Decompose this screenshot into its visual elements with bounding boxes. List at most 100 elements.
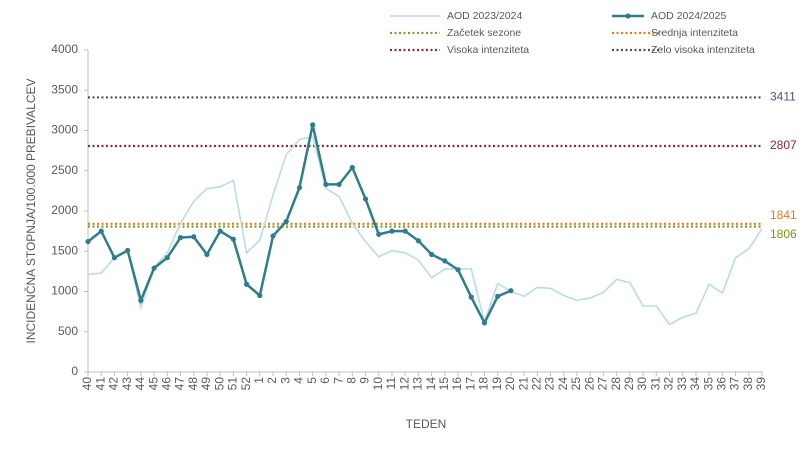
series-marker	[283, 218, 289, 225]
x-tick-label: 6	[318, 377, 332, 384]
legend-label: Zelo visoka intenziteta	[651, 44, 755, 56]
x-tick-label: 46	[159, 377, 173, 391]
x-tick-label: 19	[490, 377, 504, 391]
series-marker	[442, 258, 448, 264]
x-tick-label: 36	[715, 377, 729, 391]
series-marker	[177, 234, 184, 241]
x-tick-label: 9	[358, 377, 372, 384]
x-tick-label: 51	[226, 377, 240, 391]
x-tick-label: 33	[675, 377, 689, 391]
legend-label: AOD 2024/2025	[651, 10, 726, 22]
legend-label: AOD 2023/2024	[447, 10, 522, 22]
x-tick-label: 23	[543, 377, 557, 391]
x-tick-label: 28	[609, 377, 623, 391]
threshold-label: 1841	[770, 208, 797, 222]
x-tick-label: 8	[344, 377, 358, 384]
x-tick-label: 30	[635, 377, 649, 391]
series-marker	[481, 320, 488, 326]
x-tick-label: 35	[701, 377, 715, 391]
y-tick-label: 1500	[51, 243, 78, 257]
series-marker	[296, 185, 303, 191]
series-marker	[111, 255, 118, 261]
x-tick-label: 48	[186, 377, 200, 391]
series-marker	[349, 164, 355, 171]
series-marker	[243, 281, 250, 287]
series-marker	[270, 233, 276, 239]
y-tick-label: 3500	[51, 82, 78, 96]
x-tick-label: 26	[582, 377, 596, 391]
threshold-label: 1806	[770, 227, 797, 241]
series-marker	[362, 196, 369, 202]
series-marker	[204, 251, 210, 258]
series-marker	[98, 228, 104, 234]
series-line	[87, 136, 763, 326]
x-tick-label: 7	[331, 377, 345, 384]
series-marker	[310, 122, 316, 128]
threshold-label: 3411	[770, 90, 796, 104]
y-tick-label: 2000	[51, 203, 78, 217]
x-tick-label: 15	[437, 377, 451, 391]
series-marker	[125, 247, 131, 254]
x-tick-label: 32	[662, 377, 676, 391]
x-tick-label: 27	[596, 377, 610, 391]
x-tick-label: 50	[212, 377, 226, 391]
series-marker	[217, 228, 223, 234]
x-tick-label: 44	[133, 377, 147, 391]
x-tick-label: 47	[173, 377, 187, 391]
x-tick-label: 13	[411, 377, 425, 391]
series-marker	[402, 228, 408, 234]
x-tick-label: 41	[93, 377, 107, 391]
x-tick-label: 40	[80, 377, 94, 391]
y-tick-label: 3000	[51, 123, 78, 137]
x-tick-label: 25	[569, 377, 583, 391]
x-tick-label: 39	[754, 377, 768, 391]
x-tick-label: 37	[728, 377, 742, 391]
x-axis-label: TEDEN	[406, 417, 447, 431]
x-tick-label: 42	[107, 377, 121, 391]
x-tick-label: 31	[648, 377, 662, 391]
series-marker	[389, 228, 395, 234]
series-marker	[508, 288, 514, 294]
series-marker	[429, 251, 435, 258]
x-tick-label: 20	[503, 377, 517, 391]
x-tick-label: 22	[530, 377, 544, 391]
series-marker	[151, 265, 157, 271]
series-marker	[455, 267, 461, 273]
series-marker	[336, 181, 342, 188]
series-marker	[257, 292, 263, 299]
x-tick-label: 14	[424, 377, 438, 391]
x-tick-label: 12	[397, 377, 411, 391]
x-tick-label: 52	[239, 377, 253, 391]
x-tick-label: 43	[120, 377, 134, 391]
y-tick-label: 500	[58, 324, 78, 338]
y-tick-label: 2500	[51, 163, 78, 177]
x-tick-label: 38	[741, 377, 755, 391]
x-tick-label: 24	[556, 377, 570, 391]
x-tick-label: 18	[477, 377, 491, 391]
legend-label: Visoka intenziteta	[447, 44, 529, 56]
y-tick-label: 1000	[51, 284, 78, 298]
series-marker	[376, 231, 382, 237]
x-tick-label: 45	[146, 377, 160, 391]
x-tick-label: 1	[252, 377, 266, 384]
x-tick-label: 3	[278, 377, 292, 384]
x-tick-label: 11	[384, 377, 398, 390]
series-marker	[468, 294, 474, 300]
x-tick-label: 21	[516, 377, 530, 391]
series-marker	[230, 236, 236, 242]
legend-label: Začetek sezone	[447, 27, 521, 39]
y-tick-label: 0	[71, 364, 78, 378]
x-tick-label: 4	[292, 377, 306, 384]
series-marker	[495, 293, 501, 299]
x-tick-label: 34	[688, 377, 702, 391]
x-tick-label: 17	[463, 377, 477, 391]
series-marker	[138, 297, 144, 303]
series-marker	[85, 238, 91, 245]
x-tick-label: 5	[305, 377, 319, 384]
series-marker	[323, 181, 329, 188]
series-marker	[164, 255, 170, 261]
x-tick-label: 2	[265, 377, 279, 384]
x-tick-label: 10	[371, 377, 385, 391]
threshold-label: 2807	[770, 138, 797, 152]
